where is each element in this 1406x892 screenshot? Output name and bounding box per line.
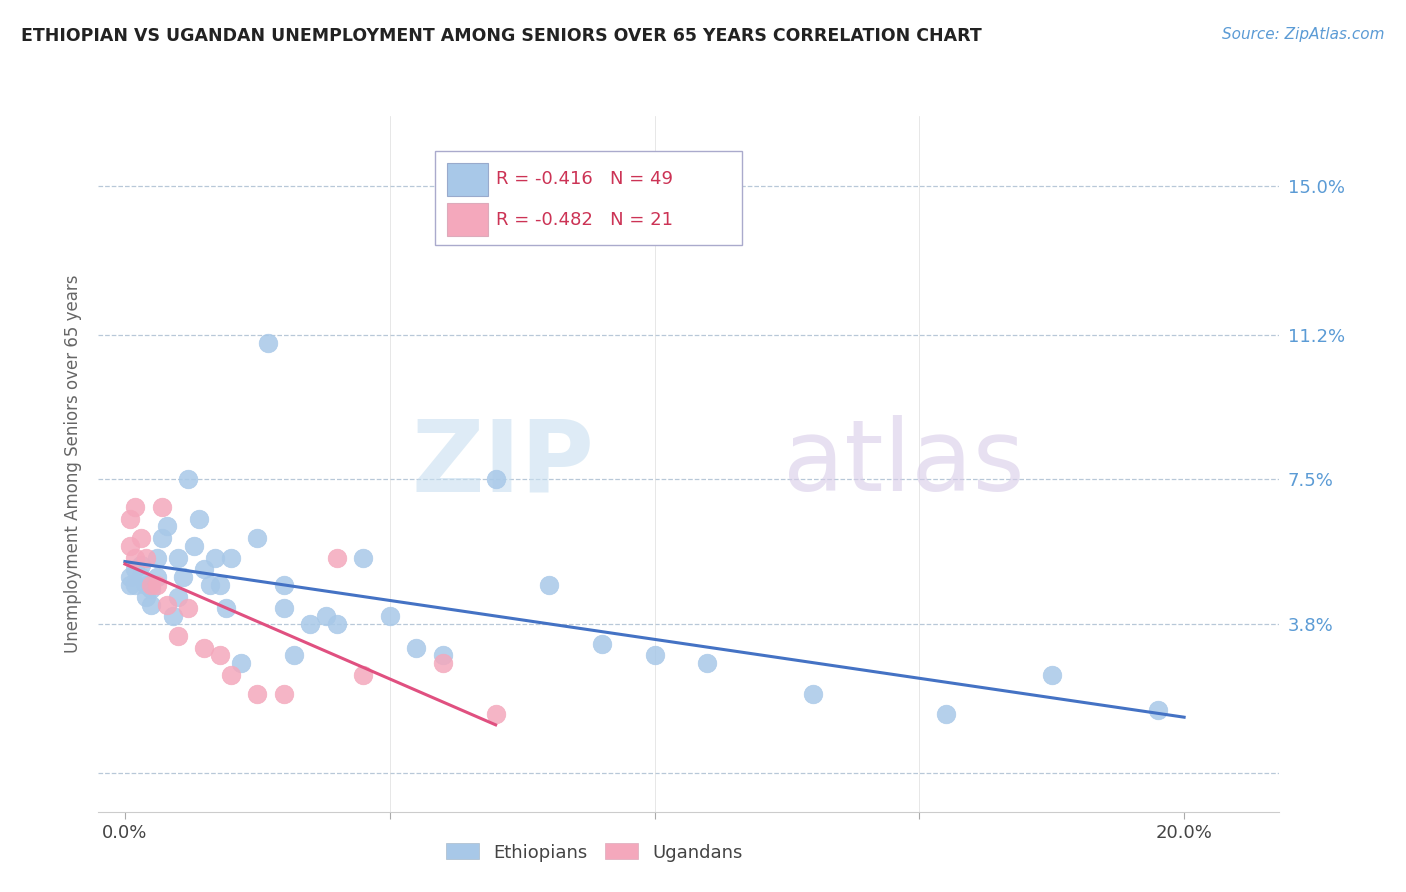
Point bbox=[150, 531, 173, 545]
Point bbox=[315, 609, 337, 624]
Point bbox=[537, 578, 560, 592]
Point bbox=[246, 531, 269, 545]
Point bbox=[219, 550, 242, 565]
Point bbox=[124, 500, 146, 514]
Y-axis label: Unemployment Among Seniors over 65 years: Unemployment Among Seniors over 65 years bbox=[65, 275, 83, 653]
Point bbox=[141, 582, 163, 596]
Point bbox=[172, 570, 194, 584]
Point bbox=[1040, 668, 1063, 682]
Point bbox=[378, 609, 401, 624]
Text: ZIP: ZIP bbox=[412, 416, 595, 512]
Point bbox=[167, 629, 190, 643]
Point bbox=[273, 601, 295, 615]
Point bbox=[283, 648, 305, 663]
FancyBboxPatch shape bbox=[447, 203, 488, 236]
Point bbox=[231, 656, 253, 670]
Point bbox=[135, 550, 157, 565]
Point bbox=[145, 550, 167, 565]
Point bbox=[150, 500, 173, 514]
Point bbox=[204, 550, 226, 565]
Text: Source: ZipAtlas.com: Source: ZipAtlas.com bbox=[1222, 27, 1385, 42]
Point bbox=[145, 570, 167, 584]
Point bbox=[352, 550, 374, 565]
Point bbox=[257, 335, 280, 350]
Text: ETHIOPIAN VS UGANDAN UNEMPLOYMENT AMONG SENIORS OVER 65 YEARS CORRELATION CHART: ETHIOPIAN VS UGANDAN UNEMPLOYMENT AMONG … bbox=[21, 27, 981, 45]
Point bbox=[198, 578, 221, 592]
Point bbox=[129, 531, 152, 545]
Point bbox=[193, 640, 215, 655]
Text: R = -0.482   N = 21: R = -0.482 N = 21 bbox=[496, 211, 673, 228]
Point bbox=[177, 473, 200, 487]
Point bbox=[485, 473, 508, 487]
Legend: Ethiopians, Ugandans: Ethiopians, Ugandans bbox=[439, 836, 749, 869]
FancyBboxPatch shape bbox=[434, 151, 742, 244]
Point bbox=[591, 637, 613, 651]
Point bbox=[485, 706, 508, 721]
Point bbox=[183, 539, 205, 553]
Point bbox=[167, 550, 190, 565]
Point bbox=[135, 578, 157, 592]
Point bbox=[432, 656, 454, 670]
Point bbox=[326, 550, 349, 565]
Point bbox=[135, 590, 157, 604]
Point bbox=[803, 688, 825, 702]
Point bbox=[177, 601, 200, 615]
Point bbox=[124, 550, 146, 565]
Point bbox=[209, 578, 232, 592]
Point bbox=[299, 617, 322, 632]
Point bbox=[935, 706, 957, 721]
Point bbox=[273, 688, 295, 702]
Point bbox=[156, 598, 179, 612]
Point bbox=[162, 609, 184, 624]
Text: R = -0.416   N = 49: R = -0.416 N = 49 bbox=[496, 170, 673, 188]
Point bbox=[644, 648, 666, 663]
Point bbox=[432, 648, 454, 663]
FancyBboxPatch shape bbox=[447, 162, 488, 196]
Point bbox=[167, 590, 190, 604]
Point bbox=[129, 558, 152, 573]
Point bbox=[219, 668, 242, 682]
Point bbox=[120, 570, 142, 584]
Point bbox=[193, 562, 215, 576]
Point bbox=[124, 562, 146, 576]
Point bbox=[246, 688, 269, 702]
Point bbox=[120, 511, 142, 525]
Point bbox=[214, 601, 236, 615]
Point bbox=[141, 598, 163, 612]
Point bbox=[120, 578, 142, 592]
Point bbox=[145, 578, 167, 592]
Point bbox=[188, 511, 211, 525]
Point bbox=[124, 578, 146, 592]
Point bbox=[209, 648, 232, 663]
Point bbox=[405, 640, 427, 655]
Point bbox=[1146, 703, 1168, 717]
Point bbox=[696, 656, 718, 670]
Point bbox=[120, 539, 142, 553]
Point bbox=[141, 578, 163, 592]
Point bbox=[156, 519, 179, 533]
Point bbox=[129, 570, 152, 584]
Point bbox=[273, 578, 295, 592]
Point bbox=[326, 617, 349, 632]
Text: atlas: atlas bbox=[783, 416, 1025, 512]
Point bbox=[352, 668, 374, 682]
